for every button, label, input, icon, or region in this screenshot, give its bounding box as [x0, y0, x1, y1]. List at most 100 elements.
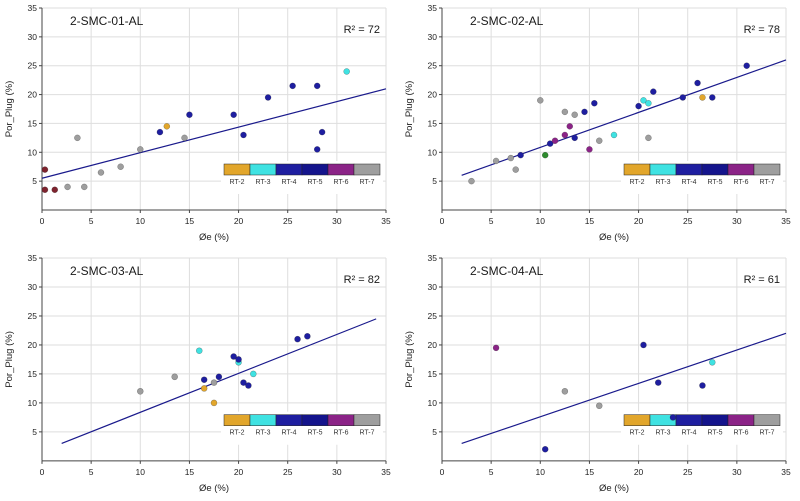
svg-text:20: 20	[428, 90, 438, 100]
svg-text:25: 25	[28, 311, 38, 321]
svg-text:15: 15	[28, 369, 38, 379]
svg-text:10: 10	[28, 147, 38, 157]
svg-text:20: 20	[428, 340, 438, 350]
scatter-chart-2-smc-04-al: 0 5 10 15 20 25 30 35 5 10 15 20 25 30 35 RT-2 RT-3 RT-4 R…	[404, 253, 791, 494]
svg-text:10: 10	[428, 147, 438, 157]
svg-text:15: 15	[185, 216, 195, 226]
svg-text:30: 30	[28, 282, 38, 292]
svg-text:RT-7: RT-7	[759, 430, 774, 437]
svg-text:30: 30	[332, 467, 342, 477]
svg-text:2-SMC-02-AL: 2-SMC-02-AL	[470, 14, 544, 28]
svg-text:RT-2: RT-2	[629, 430, 644, 437]
svg-text:20: 20	[28, 340, 38, 350]
svg-text:15: 15	[585, 216, 595, 226]
svg-text:10: 10	[428, 398, 438, 408]
svg-text:RT-2: RT-2	[629, 179, 644, 186]
svg-text:Por_Plug (%): Por_Plug (%)	[404, 81, 415, 138]
svg-text:25: 25	[283, 467, 293, 477]
svg-text:10: 10	[136, 216, 146, 226]
svg-text:5: 5	[489, 216, 494, 226]
panel-2-smc-03-al: 0 5 10 15 20 25 30 35 5 10 15 20 25 30 35 RT-2 RT-3 RT-4 R…	[0, 250, 400, 501]
svg-text:5: 5	[432, 427, 437, 437]
svg-text:15: 15	[185, 467, 195, 477]
svg-text:35: 35	[381, 216, 391, 226]
svg-text:15: 15	[28, 118, 38, 128]
svg-text:RT-3: RT-3	[655, 430, 670, 437]
svg-text:RT-7: RT-7	[359, 430, 374, 437]
svg-text:RT-5: RT-5	[707, 179, 722, 186]
svg-text:30: 30	[428, 32, 438, 42]
svg-text:Por_Plug (%): Por_Plug (%)	[4, 331, 15, 388]
svg-text:30: 30	[732, 467, 742, 477]
svg-text:30: 30	[732, 216, 742, 226]
svg-text:0: 0	[40, 216, 45, 226]
svg-text:0: 0	[440, 216, 445, 226]
svg-text:RT-4: RT-4	[281, 179, 296, 186]
svg-text:5: 5	[89, 216, 94, 226]
svg-text:5: 5	[432, 176, 437, 186]
svg-text:15: 15	[428, 369, 438, 379]
svg-text:RT-7: RT-7	[359, 179, 374, 186]
svg-text:25: 25	[283, 216, 293, 226]
svg-text:Øe (%): Øe (%)	[599, 232, 629, 243]
svg-text:2-SMC-01-AL: 2-SMC-01-AL	[70, 14, 144, 28]
svg-text:R² = 72: R² = 72	[344, 24, 380, 36]
svg-text:10: 10	[28, 398, 38, 408]
svg-text:RT-6: RT-6	[733, 430, 748, 437]
svg-text:RT-2: RT-2	[229, 179, 244, 186]
svg-text:35: 35	[28, 3, 38, 13]
svg-text:R² = 61: R² = 61	[744, 274, 780, 286]
svg-text:35: 35	[428, 253, 438, 263]
svg-text:RT-7: RT-7	[759, 179, 774, 186]
svg-text:Øe (%): Øe (%)	[599, 483, 629, 494]
panel-2-smc-02-al: 0 5 10 15 20 25 30 35 5 10 15 20 25 30 35 RT-2 RT-3 RT-4 R…	[400, 0, 800, 250]
panel-2-smc-01-al: 0 5 10 15 20 25 30 35 5 10 15 20 25 30 35 RT-2 RT-3 RT-4 R…	[0, 0, 400, 250]
svg-text:RT-5: RT-5	[707, 430, 722, 437]
svg-text:20: 20	[234, 216, 244, 226]
svg-text:30: 30	[28, 32, 38, 42]
svg-text:5: 5	[89, 467, 94, 477]
svg-text:R² = 78: R² = 78	[744, 24, 780, 36]
svg-text:0: 0	[40, 467, 45, 477]
svg-text:RT-6: RT-6	[333, 179, 348, 186]
scatter-chart-2-smc-03-al: 0 5 10 15 20 25 30 35 5 10 15 20 25 30 35 RT-2 RT-3 RT-4 R…	[4, 253, 391, 494]
svg-text:10: 10	[536, 216, 546, 226]
svg-text:RT-6: RT-6	[333, 430, 348, 437]
svg-text:15: 15	[428, 118, 438, 128]
svg-text:RT-3: RT-3	[255, 430, 270, 437]
svg-text:RT-5: RT-5	[307, 179, 322, 186]
svg-text:30: 30	[428, 282, 438, 292]
svg-text:RT-2: RT-2	[229, 430, 244, 437]
svg-text:2-SMC-03-AL: 2-SMC-03-AL	[70, 264, 144, 278]
svg-text:5: 5	[489, 467, 494, 477]
svg-text:RT-3: RT-3	[255, 179, 270, 186]
svg-text:Por_Plug (%): Por_Plug (%)	[4, 81, 15, 138]
svg-text:RT-6: RT-6	[733, 179, 748, 186]
scatter-chart-2-smc-01-al: 0 5 10 15 20 25 30 35 5 10 15 20 25 30 35 RT-2 RT-3 RT-4 R…	[4, 3, 391, 243]
svg-text:10: 10	[136, 467, 146, 477]
svg-text:Øe (%): Øe (%)	[199, 232, 229, 243]
svg-text:RT-4: RT-4	[681, 430, 696, 437]
svg-text:2-SMC-04-AL: 2-SMC-04-AL	[470, 264, 544, 278]
svg-text:Por_Plug (%): Por_Plug (%)	[404, 331, 415, 388]
svg-text:25: 25	[428, 311, 438, 321]
svg-text:20: 20	[634, 216, 644, 226]
svg-text:RT-4: RT-4	[681, 179, 696, 186]
svg-text:20: 20	[634, 467, 644, 477]
scatter-chart-2-smc-02-al: 0 5 10 15 20 25 30 35 5 10 15 20 25 30 35 RT-2 RT-3 RT-4 R…	[404, 3, 791, 243]
svg-text:35: 35	[781, 467, 791, 477]
svg-text:35: 35	[381, 467, 391, 477]
svg-text:25: 25	[683, 216, 693, 226]
svg-text:5: 5	[32, 176, 37, 186]
panel-2-smc-04-al: 0 5 10 15 20 25 30 35 5 10 15 20 25 30 35 RT-2 RT-3 RT-4 R…	[400, 250, 800, 501]
svg-text:0: 0	[440, 467, 445, 477]
svg-text:R² = 82: R² = 82	[344, 274, 380, 286]
svg-text:5: 5	[32, 427, 37, 437]
svg-text:35: 35	[428, 3, 438, 13]
svg-text:35: 35	[28, 253, 38, 263]
svg-text:25: 25	[428, 61, 438, 71]
svg-text:RT-4: RT-4	[281, 430, 296, 437]
svg-text:20: 20	[28, 90, 38, 100]
svg-text:RT-3: RT-3	[655, 179, 670, 186]
